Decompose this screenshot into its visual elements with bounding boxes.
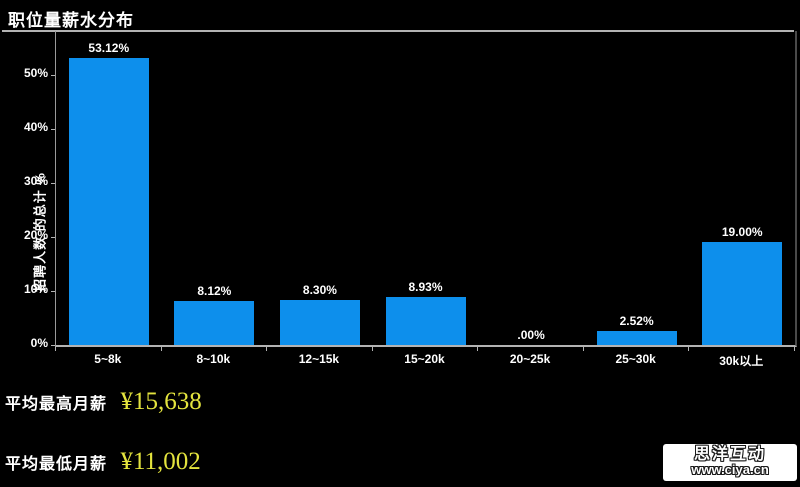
y-axis-tick [51, 345, 55, 346]
y-axis-tick [51, 237, 55, 238]
y-axis-tick [51, 129, 55, 130]
summary-row-min: 平均最低月薪 ¥11,002 [5, 448, 201, 476]
bar-12~15k [279, 300, 360, 345]
y-tick-label: 10% [23, 282, 48, 296]
summary-row-max: 平均最高月薪 ¥15,638 [5, 388, 202, 416]
min-salary-value: ¥11,002 [120, 448, 201, 475]
bar-value-label: 53.12% [88, 41, 130, 55]
max-salary-value: ¥15,638 [120, 388, 202, 415]
x-tick-label: 20~25k [509, 352, 551, 366]
x-axis-tick [55, 347, 56, 351]
bar-value-label: 19.00% [721, 225, 763, 239]
y-tick-label: 20% [23, 228, 48, 242]
bar-8~10k [174, 301, 255, 345]
y-tick-label: 50% [23, 66, 48, 80]
watermark-name: 思洋互动 [693, 446, 766, 463]
x-tick-label: 5~8k [94, 352, 122, 366]
x-axis-tick [477, 347, 478, 351]
bar-value-label: .00% [517, 328, 545, 342]
bar-value-label: 8.30% [302, 283, 337, 297]
bar-value-label: 8.12% [197, 284, 232, 298]
bar-15~20k [385, 297, 466, 345]
bar-value-label: 2.52% [619, 314, 654, 328]
y-tick-label: 0% [30, 336, 48, 350]
plot-area: 53.12% 8.12% 8.30% 8.93% .00% 2.52% 19.00% [55, 31, 797, 347]
y-tick-label: 40% [23, 120, 48, 134]
x-tick-label: 25~30k [615, 352, 656, 366]
x-tick-label: 12~15k [298, 352, 340, 366]
y-tick-label: 30% [23, 174, 48, 188]
x-axis-tick [583, 347, 584, 351]
bar-30k以上 [702, 242, 783, 345]
x-axis-tick [688, 347, 689, 351]
x-axis-tick [372, 347, 373, 351]
chart-title: 职位量薪水分布 [8, 11, 134, 30]
y-axis-tick [51, 291, 55, 292]
x-tick-label: 8~10k [196, 352, 231, 366]
y-axis-tick [51, 183, 55, 184]
title-underline [2, 30, 794, 32]
bar-value-label: 8.93% [408, 280, 443, 294]
bar-25~30k [596, 331, 677, 345]
bar-5~8k [68, 58, 149, 345]
x-tick-label: 30k以上 [719, 354, 764, 368]
max-salary-label: 平均最高月薪 [5, 396, 108, 413]
min-salary-label: 平均最低月薪 [5, 456, 108, 473]
x-axis-tick [794, 347, 795, 351]
watermark-logo: 思洋互动 www.ciya.cn [663, 444, 797, 481]
x-axis-tick [161, 347, 162, 351]
x-tick-label: 15~20k [404, 352, 445, 366]
y-axis-tick [51, 75, 55, 76]
watermark-url: www.ciya.cn [691, 462, 769, 477]
x-axis-tick [266, 347, 267, 351]
